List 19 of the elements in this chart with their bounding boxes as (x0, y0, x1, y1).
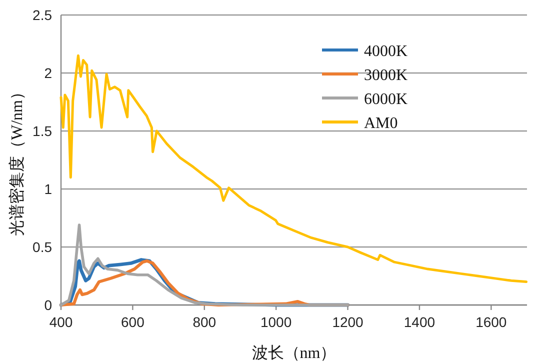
y-tick-label: 0 (44, 297, 52, 313)
y-axis-title: 光谱密集度（W/nm） (8, 84, 26, 236)
y-tick-label: 1 (44, 181, 52, 197)
legend-label: 6000K (364, 91, 408, 108)
x-tick-label: 400 (49, 314, 73, 330)
x-tick-label: 1200 (332, 314, 364, 330)
y-tick-label: 2 (44, 65, 52, 81)
x-tick-label: 1000 (260, 314, 292, 330)
x-axis-title: 波长（nm） (252, 344, 336, 362)
y-tick-label: 0.5 (32, 239, 52, 255)
legend-label: 3000K (364, 67, 408, 84)
x-tick-label: 600 (121, 314, 145, 330)
y-tick-label: 1.5 (32, 123, 52, 139)
y-tick-label: 2.5 (32, 7, 52, 23)
legend-label: AM0 (364, 115, 398, 132)
legend-label: 4000K (364, 43, 408, 60)
x-tick-label: 1600 (476, 314, 507, 330)
x-tick-label: 1400 (404, 314, 436, 330)
x-tick-label: 800 (192, 314, 216, 330)
